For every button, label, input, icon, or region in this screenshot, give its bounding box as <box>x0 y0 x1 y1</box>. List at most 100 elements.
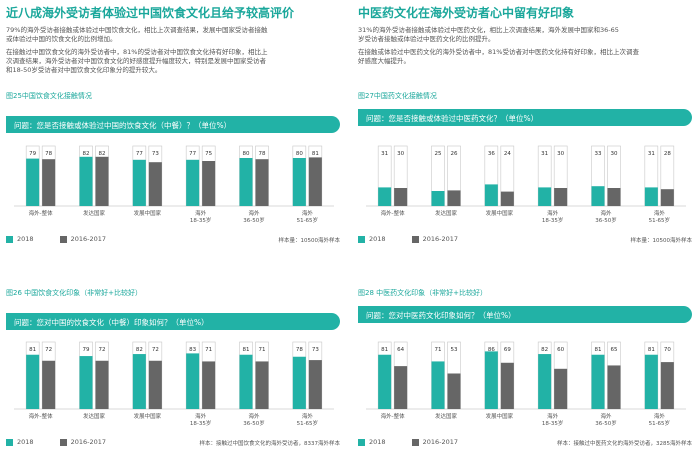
question-text: 问题：您是否接触或体验过中国的饮食文化（中餐）？（单位%） <box>14 121 232 130</box>
category-label: 海外-整体 <box>29 412 53 420</box>
category-label: 海外 <box>195 209 207 217</box>
data-label: 82 <box>99 151 106 157</box>
data-label: 82 <box>136 347 143 353</box>
data-label: 64 <box>397 347 404 353</box>
data-label: 71 <box>435 347 442 353</box>
data-label: 31 <box>381 151 388 157</box>
category-label: 海外-整体 <box>381 412 405 420</box>
category-label: 海外-整体 <box>29 209 53 217</box>
category-label: 51-65岁 <box>649 216 670 224</box>
paragraph-line: 31%的海外受访者接触或体验过中医药文化，相比上次调查结果，海外发展中国家和36… <box>358 26 619 34</box>
bar-2018 <box>79 356 93 409</box>
legend: 2018 2016-2017 <box>6 438 130 446</box>
legend: 2018 2016-2017 <box>358 235 482 243</box>
legend: 2018 2016-2017 <box>6 235 130 243</box>
data-label: 26 <box>451 151 458 157</box>
question-text: 问题：您对中医药文化印象如何？（单位%） <box>366 311 516 320</box>
category-label: 发展中国家 <box>486 209 514 217</box>
data-label: 78 <box>259 151 266 157</box>
legend-label: 2018 <box>369 438 386 446</box>
category-label: 36-50岁 <box>243 419 264 427</box>
data-label: 75 <box>205 151 212 157</box>
data-label: 70 <box>664 347 671 353</box>
data-label: 72 <box>152 347 159 353</box>
bar-2018 <box>538 354 552 409</box>
legend-swatch <box>6 235 13 243</box>
sample-note: 样本：接触过中国饮食文化的海外受访者，8337海外样本 <box>199 441 341 447</box>
data-label: 53 <box>451 347 458 353</box>
bar-2016-2017 <box>42 159 56 206</box>
question-text: 问题：您是否接触或体验过中医药文化？（单位%） <box>366 114 539 123</box>
bar-2018 <box>79 156 93 206</box>
paragraph-line: 79%的海外受访者接触或体验过中国饮食文化，相比上次调查结果，发展中国家受访者接… <box>6 26 268 34</box>
bar-2018 <box>484 351 498 409</box>
category-label: 海外 <box>248 209 260 217</box>
bar-2016-2017 <box>660 362 674 409</box>
data-label: 69 <box>504 347 511 353</box>
data-label: 78 <box>296 347 303 353</box>
data-label: 30 <box>557 151 564 157</box>
right-panel: 中医药文化在海外受访者心中留有好印象 31%的海外受访者接触或体验过中医药文化，… <box>356 0 696 456</box>
paragraph-line: 次调查结果，海外受访者对中国饮食文化的好感度提升幅度较大，特别是发展中国家受访者 <box>6 57 266 65</box>
data-label: 33 <box>595 151 602 157</box>
data-label: 77 <box>189 151 196 157</box>
data-label: 72 <box>99 347 106 353</box>
paragraph-line: 和18-50岁受访者对中国饮食文化印象分的提升较大。 <box>6 66 162 74</box>
bar-2018 <box>239 354 253 409</box>
bar-2016-2017 <box>554 368 568 409</box>
legend-swatch <box>358 438 365 446</box>
bar-2018 <box>186 159 200 206</box>
data-label: 81 <box>595 347 602 353</box>
legend-swatch <box>411 235 419 243</box>
data-label: 80 <box>296 151 303 157</box>
bar-2018 <box>26 354 40 409</box>
category-label: 18-35岁 <box>190 216 211 224</box>
question-text: 问题：您对中国的饮食文化（中餐）印象如何？（单位%） <box>14 318 209 327</box>
legend-item-2016-2017: 2016-2017 <box>59 438 107 446</box>
bar-2016-2017 <box>308 157 322 206</box>
bar-2016-2017 <box>607 188 621 206</box>
legend-label: 2016-2017 <box>70 438 107 446</box>
question-banner: 问题：您是否接触或体验过中国的饮食文化（中餐）？（单位%） <box>6 116 340 133</box>
category-label: 发达国家 <box>83 209 106 217</box>
data-label: 31 <box>541 151 548 157</box>
category-label: 海外 <box>547 209 559 217</box>
legend-label: 2016-2017 <box>70 235 107 243</box>
data-label: 78 <box>45 151 52 157</box>
legend-label: 2016-2017 <box>422 235 459 243</box>
data-label: 30 <box>611 151 618 157</box>
paragraph-line: 岁受访者接触或体验过中医药文化的比例提升。 <box>358 35 495 43</box>
category-label: 海外 <box>248 412 260 420</box>
data-label: 72 <box>45 347 52 353</box>
bar-2018 <box>292 356 306 409</box>
section-title: 近八成海外受访者体验过中国饮食文化且给予较高评价 <box>6 6 295 20</box>
bar-2016-2017 <box>95 360 109 409</box>
bar-2016-2017 <box>394 366 408 409</box>
legend-item-2018: 2018 <box>358 235 386 243</box>
data-label: 81 <box>29 347 36 353</box>
legend-swatch <box>59 235 67 243</box>
bar-2016-2017 <box>202 161 216 206</box>
legend: 2018 2016-2017 <box>358 438 482 446</box>
data-label: 79 <box>83 347 90 353</box>
data-label: 36 <box>488 151 495 157</box>
sample-note: 样本量：10500海外样本 <box>630 238 693 244</box>
data-label: 79 <box>29 151 36 157</box>
bar-2016-2017 <box>660 189 674 206</box>
bar-2016-2017 <box>255 159 269 206</box>
bar-2018 <box>644 354 658 409</box>
category-label: 36-50岁 <box>595 216 616 224</box>
data-label: 86 <box>488 347 495 353</box>
category-label: 18-35岁 <box>542 216 563 224</box>
legend-item-2016-2017: 2016-2017 <box>411 438 458 446</box>
category-label: 51-65岁 <box>297 216 318 224</box>
bar-2018 <box>591 186 605 206</box>
bar-2016-2017 <box>95 156 109 206</box>
bar-2016-2017 <box>500 362 514 409</box>
data-label: 81 <box>243 347 250 353</box>
legend-item-2016-2017: 2016-2017 <box>59 235 107 243</box>
legend-item-2016-2017: 2016-2017 <box>411 235 459 243</box>
